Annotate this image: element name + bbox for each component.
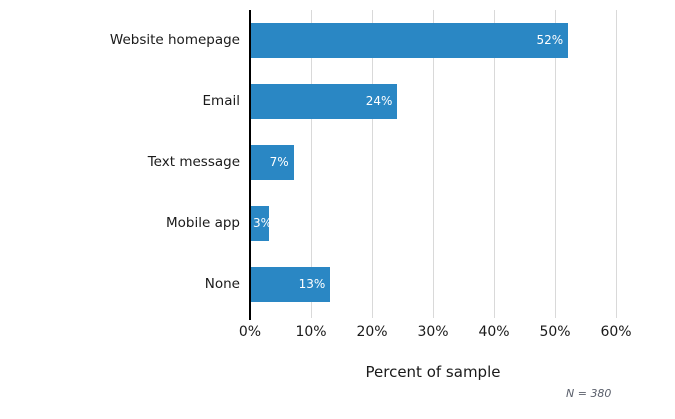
bar-value-label: 24% [365, 94, 393, 108]
x-tick-label: 60% [600, 324, 632, 340]
gridline [372, 10, 373, 318]
x-tick-label: 30% [417, 324, 449, 340]
x-tick-label: 0% [238, 324, 262, 340]
gridline [616, 10, 617, 318]
sample-size-note: N = 380 [566, 387, 612, 400]
bar: 7% [251, 145, 294, 180]
x-tick-label: 20% [356, 324, 388, 340]
bar-value-label: 3% [253, 216, 273, 230]
x-tick-label: 50% [539, 324, 571, 340]
bar-value-label: 52% [536, 33, 564, 47]
bar: 13% [251, 267, 331, 302]
category-label: Website homepage [109, 32, 240, 48]
y-axis-line [249, 10, 251, 320]
x-tick-label: 40% [478, 324, 510, 340]
gridline [494, 10, 495, 318]
bar-value-label: 13% [298, 277, 326, 291]
bar: 24% [251, 84, 398, 119]
x-tick-label: 10% [295, 324, 327, 340]
category-label: Mobile app [166, 215, 240, 231]
category-label: Email [202, 93, 240, 109]
category-label: Text message [147, 154, 240, 170]
gridline [311, 10, 312, 318]
gridline [433, 10, 434, 318]
gridline [555, 10, 556, 318]
bar-value-label: 7% [269, 155, 289, 169]
x-axis-label: Percent of sample [365, 363, 501, 381]
bar: 3% [251, 206, 273, 241]
category-label: None [204, 276, 240, 292]
bar: 52% [251, 23, 569, 58]
